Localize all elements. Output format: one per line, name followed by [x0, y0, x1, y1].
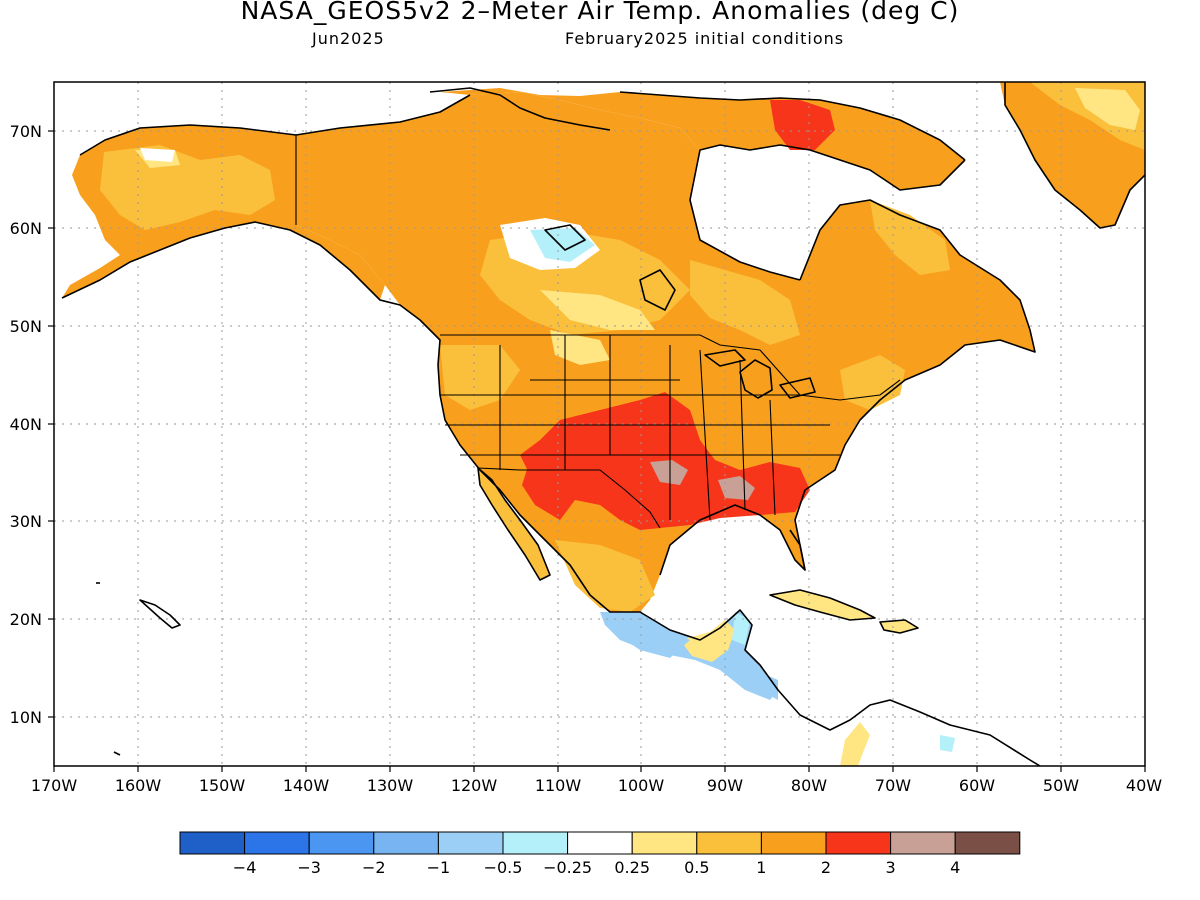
colorbar-box	[825, 831, 892, 855]
colorbar-box	[502, 831, 569, 855]
lon-label: 110W	[535, 776, 582, 795]
lon-label: 90W	[707, 776, 743, 795]
political-borders	[295, 135, 901, 529]
forecast-month: Jun2025	[312, 29, 385, 48]
colorbar-box	[179, 831, 246, 855]
colorbar-label: 1	[756, 858, 766, 877]
lon-label: 50W	[1043, 776, 1079, 795]
lat-label: 50N	[10, 317, 42, 336]
lon-label: 40W	[1126, 776, 1162, 795]
latitude-labels: 10N 20N 30N 40N 50N 60N 70N	[10, 122, 42, 727]
lon-label: 150W	[199, 776, 246, 795]
colorbar-box	[437, 831, 504, 855]
colorbar-box	[308, 831, 375, 855]
colorbar-label: −0.25	[543, 858, 592, 877]
lat-label: 70N	[10, 122, 42, 141]
lat-label: 20N	[10, 610, 42, 629]
yucatan-warm	[680, 620, 735, 662]
colombia-warm	[840, 722, 870, 766]
colorbar-label: −4	[233, 858, 257, 877]
colorbar-boxes	[179, 831, 1021, 855]
map-title: NASA_GEOS5v2 2–Meter Air Temp. Anomalies…	[240, 0, 960, 25]
colorbar-box	[373, 831, 439, 855]
colorbar-box	[890, 831, 956, 855]
colorbar-label: 3	[886, 858, 896, 877]
lon-label: 130W	[367, 776, 414, 795]
axis-ticks	[48, 130, 1146, 772]
hispaniola-region	[880, 620, 918, 633]
colorbar-box	[696, 831, 762, 855]
colorbar-label: 0.25	[614, 858, 650, 877]
colorbar-box	[567, 831, 633, 855]
arctic-islands-region	[440, 88, 965, 190]
lon-label: 170W	[31, 776, 78, 795]
lon-label: 60W	[959, 776, 995, 795]
lon-label: 70W	[875, 776, 911, 795]
lon-label: 120W	[451, 776, 498, 795]
cuba-region	[770, 590, 875, 620]
baja-region	[478, 468, 550, 580]
colorbar-box	[760, 831, 827, 855]
lat-label: 60N	[10, 219, 42, 238]
colorbar-label: 2	[821, 858, 831, 877]
lat-label: 40N	[10, 415, 42, 434]
lon-label: 160W	[115, 776, 162, 795]
initial-conditions: February2025 initial conditions	[565, 29, 845, 48]
colorbar-labels: −4 −3 −2 −1 −0.5 −0.25 0.25 0.5 1 2 3 4	[233, 858, 960, 877]
lon-label: 140W	[283, 776, 330, 795]
lon-label: 100W	[618, 776, 665, 795]
very-hot-patches	[650, 460, 755, 500]
south-america-region	[830, 700, 1040, 766]
coastlines	[61, 82, 1145, 766]
graticule	[54, 82, 1145, 766]
colorbar-label: −1	[427, 858, 451, 877]
colorbar: −4 −3 −2 −1 −0.5 −0.25 0.25 0.5 1 2 3 4	[179, 831, 1021, 877]
colorbar-box	[631, 831, 698, 855]
colorbar-label: 0.5	[684, 858, 709, 877]
colorbar-box	[244, 831, 310, 855]
colorbar-box	[954, 831, 1021, 855]
lat-label: 10N	[10, 708, 42, 727]
mainland-region	[296, 92, 1035, 612]
lat-label: 30N	[10, 512, 42, 531]
lon-label: 80W	[791, 776, 827, 795]
longitude-labels: 170W 160W 150W 140W 130W 120W 110W 100W …	[31, 776, 1162, 795]
colorbar-label: −3	[297, 858, 321, 877]
colorbar-label: −0.5	[484, 858, 523, 877]
colorbar-label: −2	[362, 858, 386, 877]
colorbar-label: 4	[950, 858, 960, 877]
